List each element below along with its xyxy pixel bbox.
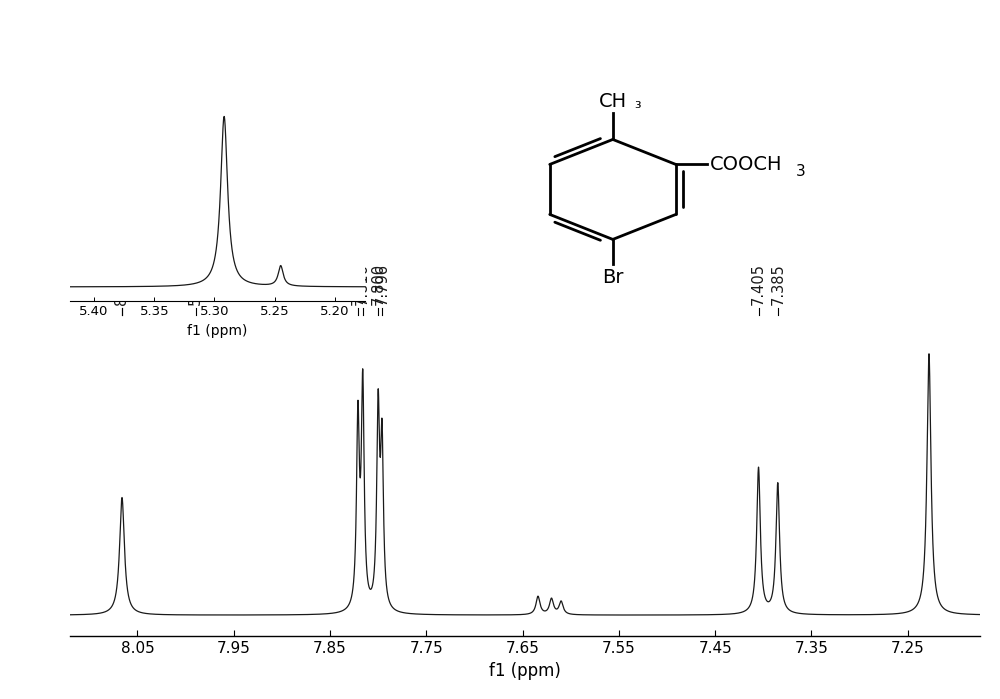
Text: 7.800: 7.800 — [371, 263, 386, 305]
Text: CH: CH — [599, 92, 627, 110]
Text: 7.796: 7.796 — [374, 263, 390, 305]
X-axis label: f1 (ppm): f1 (ppm) — [489, 661, 561, 679]
Text: 7.821: 7.821 — [350, 263, 365, 305]
Text: 7.405: 7.405 — [751, 263, 766, 305]
Text: ₃: ₃ — [634, 94, 641, 112]
Text: 5.292: 5.292 — [188, 263, 203, 305]
Text: 7.816: 7.816 — [355, 263, 370, 305]
Text: 7.385: 7.385 — [770, 263, 785, 305]
X-axis label: f1 (ppm): f1 (ppm) — [187, 324, 248, 338]
Text: COOCH: COOCH — [709, 155, 782, 174]
Text: 3: 3 — [796, 164, 806, 179]
Text: 8.066: 8.066 — [114, 263, 129, 305]
Text: Br: Br — [602, 268, 624, 287]
